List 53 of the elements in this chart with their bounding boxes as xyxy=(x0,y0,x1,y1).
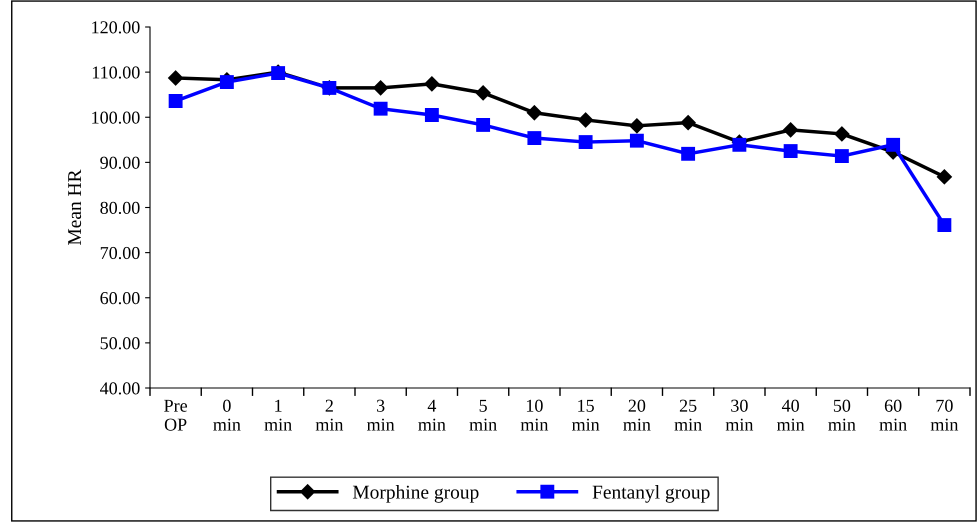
point xyxy=(783,122,798,138)
point xyxy=(630,134,644,148)
legend-label: Morphine group xyxy=(352,485,479,503)
x-tick-label: 10 min xyxy=(520,400,548,431)
point xyxy=(374,102,388,116)
x-tick-label: 70 min xyxy=(930,400,958,431)
y-axis-title: Mean HR xyxy=(68,169,82,246)
point xyxy=(168,70,184,86)
x-tick-label: 60 min xyxy=(879,400,907,431)
y-tick-label: 40.00 xyxy=(100,382,140,395)
x-tick-label: 15 min xyxy=(572,400,600,431)
point xyxy=(373,80,388,96)
x-tick-label: Pre OP xyxy=(164,400,188,431)
y-tick-label: 80.00 xyxy=(100,202,140,214)
x-tick-label: 50 min xyxy=(828,400,856,431)
x-tick-label: 3 min xyxy=(366,400,394,431)
x-tick-label: 25 min xyxy=(674,400,702,431)
x-tick-label: 40 min xyxy=(776,400,804,431)
point xyxy=(834,149,849,163)
point xyxy=(578,135,593,150)
point xyxy=(527,131,542,145)
point xyxy=(476,118,490,132)
y-tick-label: 50.00 xyxy=(100,337,140,350)
x-tick-label: 0 min xyxy=(213,400,241,431)
point xyxy=(937,218,952,232)
point xyxy=(424,76,440,92)
x-tick-label: 4 min xyxy=(418,400,446,431)
point xyxy=(424,108,439,122)
point xyxy=(784,144,798,158)
y-tick-label: 70.00 xyxy=(100,246,140,260)
point xyxy=(936,169,952,184)
x-tick-label: 1 min xyxy=(264,400,292,431)
point xyxy=(681,146,696,161)
x-tick-label: 30 min xyxy=(726,400,754,431)
y-tick-label: 120.00 xyxy=(92,21,140,34)
x-tick-label: 20 min xyxy=(623,400,651,431)
point xyxy=(732,138,746,152)
y-tick-label: 90.00 xyxy=(100,156,140,169)
point xyxy=(834,126,850,142)
point xyxy=(526,105,542,120)
point xyxy=(476,85,491,100)
x-tick-label: 2 min xyxy=(316,400,344,431)
x-tick-label: 5 min xyxy=(469,400,497,431)
y-tick-label: 100.00 xyxy=(92,112,140,124)
point xyxy=(220,75,234,89)
point xyxy=(886,138,900,152)
point xyxy=(629,118,644,134)
point xyxy=(578,112,594,128)
point xyxy=(680,115,696,130)
point xyxy=(168,94,183,108)
y-tick-label: 60.00 xyxy=(100,292,140,304)
y-tick-label: 110.00 xyxy=(92,66,140,79)
legend-label: Fentanyl group xyxy=(592,485,710,503)
